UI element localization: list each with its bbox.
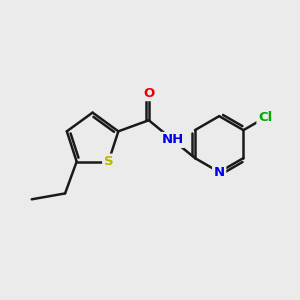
Text: NH: NH (162, 134, 184, 146)
Text: N: N (214, 166, 225, 178)
Text: O: O (143, 87, 154, 100)
Text: Cl: Cl (258, 111, 272, 124)
Text: S: S (104, 155, 113, 168)
